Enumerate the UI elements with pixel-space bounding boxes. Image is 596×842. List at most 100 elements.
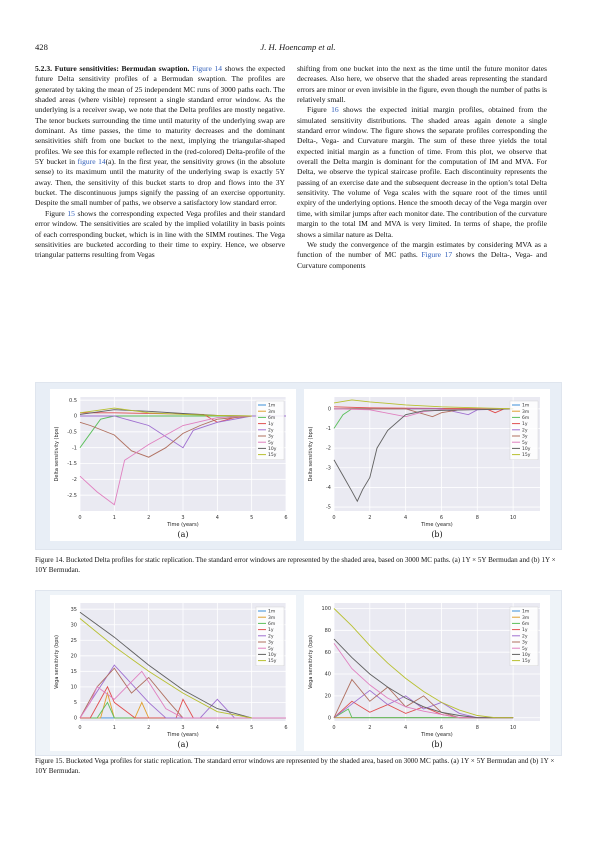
y-tick-label: 0 xyxy=(74,414,77,420)
x-tick-label: 6 xyxy=(440,725,443,731)
x-tick-label: 0 xyxy=(78,515,81,521)
cross-reference-link[interactable]: Figure 17 xyxy=(421,250,452,259)
legend-entry: 6m xyxy=(268,415,275,421)
figure-15a-panel: 0 1 2 3 4 5 6 0 5 10 15 20 25 30 35 Time (years) Vega se… xyxy=(50,595,296,751)
x-tick-label: 4 xyxy=(216,515,219,521)
running-title: J. H. Hoencamp et al. xyxy=(0,42,596,52)
legend-entry: 10y xyxy=(268,446,277,452)
x-axis-label: Time (years) xyxy=(166,732,199,738)
x-tick-label: 3 xyxy=(181,515,184,521)
left-column: 5.2.3. Future sensitivities: Bermudan sw… xyxy=(35,64,285,261)
x-tick-label: 3 xyxy=(181,725,184,731)
section-heading: 5.2.3. Future sensitivities: Bermudan sw… xyxy=(35,64,189,73)
figure-14b-panel: 0 2 4 6 8 10 0 -1 -2 -3 -4 -5 Time (years) Delta sens… xyxy=(304,389,550,541)
cross-reference-link[interactable]: figure 14 xyxy=(78,157,106,166)
x-axis-label: Time (years) xyxy=(420,522,453,528)
legend-entry: 1y xyxy=(268,627,274,633)
legend-entry: 10y xyxy=(522,652,531,658)
x-tick-label: 2 xyxy=(147,725,150,731)
legend-entry: 6m xyxy=(522,621,529,627)
x-tick-label: 10 xyxy=(510,515,516,521)
x-tick-label: 5 xyxy=(250,725,253,731)
x-tick-label: 8 xyxy=(476,725,479,731)
y-tick-label: 20 xyxy=(325,693,331,699)
x-tick-label: 10 xyxy=(510,725,516,731)
y-tick-label: 20 xyxy=(71,653,77,659)
right-column: shifting from one bucket into the next a… xyxy=(297,64,547,271)
x-tick-label: 4 xyxy=(404,515,407,521)
legend-entry: 15y xyxy=(522,452,531,458)
y-tick-label: -1 xyxy=(326,426,331,432)
y-tick-label: 25 xyxy=(71,638,77,644)
x-tick-label: 1 xyxy=(113,515,116,521)
legend-entry: 5y xyxy=(522,646,528,652)
x-tick-label: 8 xyxy=(476,515,479,521)
plot-area xyxy=(334,397,540,511)
legend-entry: 15y xyxy=(268,452,277,458)
figure-14b-chart: 0 2 4 6 8 10 0 -1 -2 -3 -4 -5 Time (years) Delta sens… xyxy=(304,389,550,541)
cross-reference-link[interactable]: Figure 14 xyxy=(192,64,222,73)
legend-entry: 5y xyxy=(268,646,274,652)
legend-entry: 3m xyxy=(268,409,275,415)
legend-entry: 2y xyxy=(268,633,274,639)
y-axis-label: Vega sensitivity (bps) xyxy=(54,635,60,689)
legend-entry: 1m xyxy=(268,403,275,409)
x-tick-label: 1 xyxy=(113,725,116,731)
legend-entry: 1y xyxy=(522,421,528,427)
legend-entry: 1m xyxy=(268,609,275,615)
legend-entry: 3m xyxy=(268,615,275,621)
legend-entry: 5y xyxy=(522,440,528,446)
x-tick-label: 0 xyxy=(332,515,335,521)
figure-15a-chart: 0 1 2 3 4 5 605101520253035Time (years)Vega se… xyxy=(50,595,296,751)
panel-label: (a) xyxy=(177,740,188,749)
paragraph: shifting from one bucket into the next a… xyxy=(297,64,547,105)
y-axis-label: Delta sensitivity (bps) xyxy=(308,427,314,482)
paragraph: Figure 16 shows the expected initial mar… xyxy=(297,105,547,239)
x-tick-label: 0 xyxy=(332,725,335,731)
y-tick-label: 60 xyxy=(325,650,331,656)
y-tick-label: -1 xyxy=(72,445,77,451)
y-tick-label: -3 xyxy=(326,465,331,471)
y-tick-label: -2 xyxy=(326,446,331,452)
y-tick-label: -4 xyxy=(326,485,331,491)
legend-entry: 1m xyxy=(522,609,529,615)
legend-entry: 5y xyxy=(268,440,274,446)
legend-entry: 6m xyxy=(522,415,529,421)
panel-label: (b) xyxy=(431,740,442,749)
y-tick-label: 30 xyxy=(71,622,77,628)
figure-15b-panel: 0 2 4 6 8 10 0 20 40 60 80 100 Time (years) Vega sens… xyxy=(304,595,550,751)
figure-15: 0 1 2 3 4 5 6 0 5 10 15 20 25 30 35 Time (years) Vega se… xyxy=(35,590,562,756)
legend-entry: 1y xyxy=(522,627,528,633)
legend-entry: 15y xyxy=(522,658,531,664)
y-axis-label: Vega sensitivity (bps) xyxy=(308,635,314,689)
y-tick-label: 0 xyxy=(328,406,331,412)
figure-14: 0 1 2 3 4 5 6 0.5 0 -0.5 -1 -1.5 -2 -2.5 Time (years) D… xyxy=(35,382,562,550)
panel-label: (b) xyxy=(431,530,442,539)
legend-entry: 2y xyxy=(522,427,528,433)
y-tick-label: 0 xyxy=(328,715,331,721)
panel-label: (a) xyxy=(177,530,188,539)
legend-entry: 2y xyxy=(268,427,274,433)
cross-reference-link[interactable]: 16 xyxy=(331,105,339,114)
paragraph: We study the convergence of the margin e… xyxy=(297,240,547,271)
x-tick-label: 6 xyxy=(440,515,443,521)
legend-entry: 6m xyxy=(268,621,275,627)
y-tick-label: 10 xyxy=(71,684,77,690)
x-tick-label: 6 xyxy=(284,725,287,731)
legend-entry: 10y xyxy=(522,446,531,452)
y-tick-label: -5 xyxy=(326,505,331,511)
x-tick-label: 4 xyxy=(216,725,219,731)
y-tick-label: 0 xyxy=(74,715,77,721)
legend-entry: 15y xyxy=(268,658,277,664)
x-tick-label: 2 xyxy=(368,515,371,521)
paragraph: Figure 15 shows the corresponding expect… xyxy=(35,209,285,261)
legend-entry: 2y xyxy=(522,633,528,639)
y-tick-label: 0.5 xyxy=(69,398,77,404)
y-tick-label: 5 xyxy=(74,700,77,706)
cross-reference-link[interactable]: 15 xyxy=(67,209,75,218)
legend-entry: 1m xyxy=(522,403,529,409)
legend-entry: 3m xyxy=(522,409,529,415)
figure-14-caption: Figure 14. Bucketed Delta profiles for s… xyxy=(35,556,560,575)
legend-entry: 3m xyxy=(522,615,529,621)
